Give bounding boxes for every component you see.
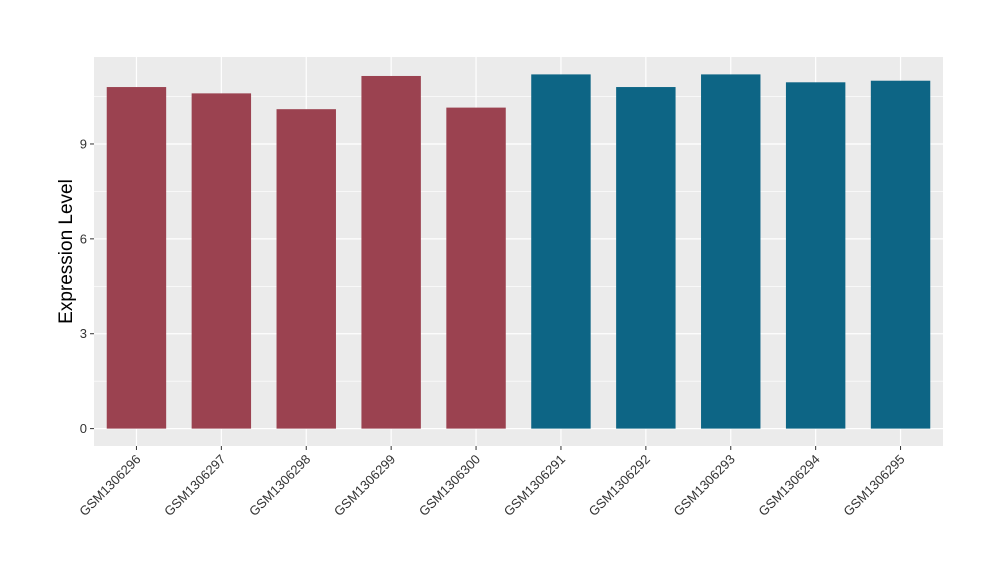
- x-tick-label: GSM1306296: [76, 452, 143, 519]
- y-tick-label: 6: [80, 231, 87, 246]
- y-tick-label: 3: [80, 326, 87, 341]
- bar-GSM1306294: [785, 82, 846, 429]
- x-tick-label: GSM1306293: [671, 452, 738, 519]
- bar-GSM1306295: [870, 80, 931, 429]
- bar-GSM1306296: [106, 87, 167, 429]
- bars: [106, 74, 931, 429]
- x-tick-label: GSM1306300: [416, 452, 483, 519]
- bar-GSM1306292: [616, 87, 676, 429]
- bar-GSM1306299: [361, 75, 421, 429]
- x-tick-label: GSM1306299: [331, 452, 398, 519]
- bar-GSM1306293: [701, 74, 761, 429]
- bar-GSM1306291: [531, 74, 591, 429]
- x-tick-label: GSM1306297: [161, 452, 228, 519]
- bar-GSM1306300: [446, 107, 506, 429]
- x-tick-label: GSM1306295: [840, 452, 907, 519]
- x-tick-label: GSM1306298: [246, 452, 313, 519]
- bar-GSM1306297: [191, 93, 252, 429]
- y-tick-label: 9: [80, 136, 87, 151]
- x-tick-label: GSM1306292: [586, 452, 653, 519]
- x-tick-label: GSM1306291: [501, 452, 568, 519]
- y-tick-label: 0: [80, 421, 87, 436]
- x-tick-label: GSM1306294: [755, 452, 822, 519]
- y-axis-title: Expression Level: [56, 179, 77, 324]
- bar-GSM1306298: [276, 109, 336, 429]
